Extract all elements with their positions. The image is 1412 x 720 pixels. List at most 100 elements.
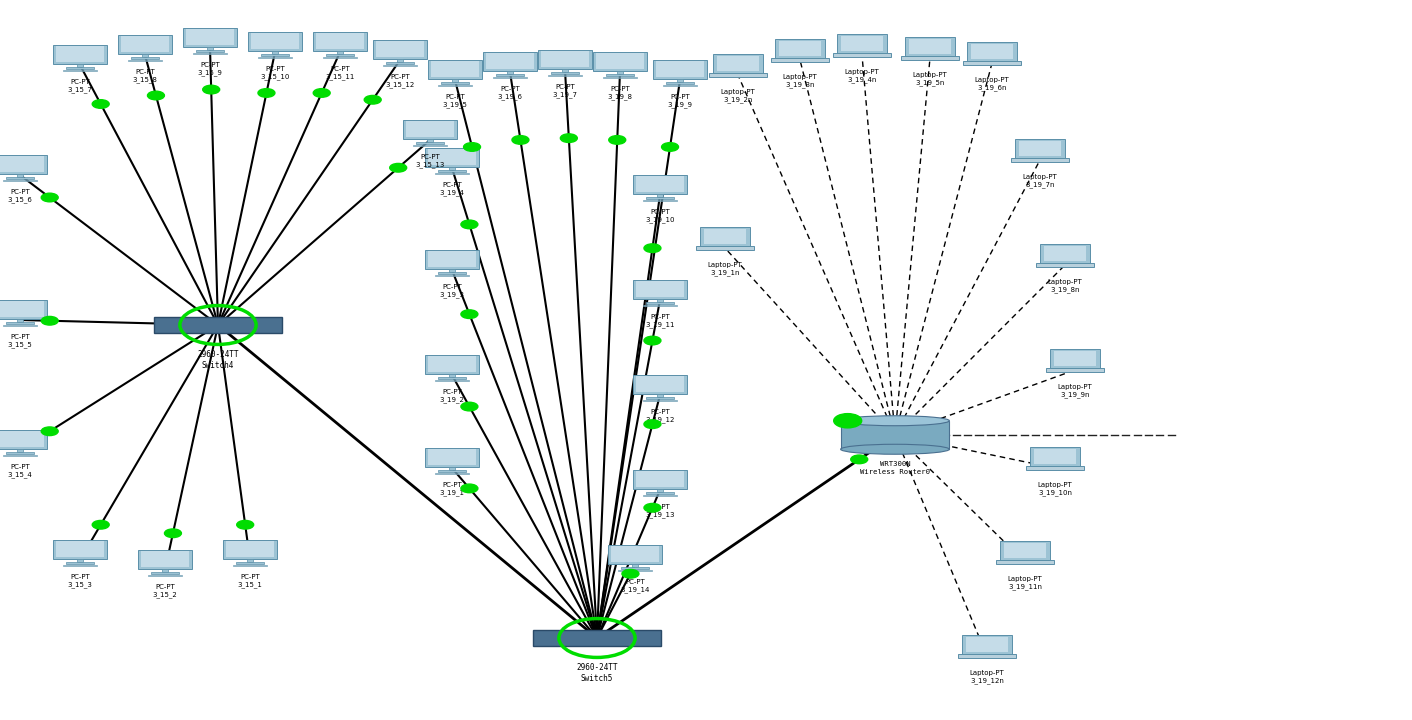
Bar — [657, 194, 664, 197]
Bar — [56, 46, 103, 63]
Bar — [538, 50, 592, 69]
Text: Laptop-PT
3_19_2n: Laptop-PT 3_19_2n — [720, 89, 755, 103]
Circle shape — [644, 336, 661, 345]
Bar — [438, 85, 472, 86]
Bar — [657, 489, 664, 492]
Bar — [119, 35, 172, 54]
Bar — [1015, 139, 1065, 158]
Bar — [17, 319, 24, 322]
Text: Laptop-PT
3_19_11n: Laptop-PT 3_19_11n — [1008, 577, 1042, 590]
Bar — [0, 431, 44, 447]
Ellipse shape — [840, 415, 949, 426]
Text: WRT300N
Wireless Router0: WRT300N Wireless Router0 — [860, 462, 931, 475]
Bar — [971, 43, 1012, 59]
Bar — [313, 32, 367, 51]
Bar — [493, 76, 527, 78]
Text: PC-PT
3_15_11: PC-PT 3_15_11 — [325, 66, 354, 80]
Bar — [771, 58, 829, 63]
Bar — [642, 199, 678, 201]
Bar — [128, 60, 162, 61]
Bar — [1051, 348, 1100, 368]
Bar — [236, 562, 264, 564]
Bar — [1019, 140, 1060, 156]
Bar — [196, 50, 225, 53]
Text: PC-PT
3_19_11: PC-PT 3_19_11 — [645, 315, 675, 328]
Circle shape — [41, 427, 58, 436]
Bar — [148, 575, 182, 576]
Bar — [837, 34, 887, 53]
Text: PC-PT
3_19_8: PC-PT 3_19_8 — [607, 86, 633, 100]
Circle shape — [460, 402, 477, 411]
Bar — [249, 32, 302, 51]
Bar — [131, 57, 160, 59]
Bar — [226, 541, 274, 557]
Text: PC-PT
3_15_7: PC-PT 3_15_7 — [68, 79, 92, 93]
Bar — [611, 546, 658, 562]
Bar — [449, 167, 456, 170]
Bar — [657, 61, 703, 78]
Circle shape — [460, 310, 477, 318]
Bar — [637, 376, 683, 392]
Text: PC-PT
3_15_3: PC-PT 3_15_3 — [68, 575, 92, 588]
Bar — [645, 197, 675, 199]
Bar — [407, 121, 453, 138]
Circle shape — [621, 570, 638, 578]
Bar — [1004, 543, 1046, 558]
Bar — [233, 564, 267, 566]
Bar — [66, 562, 95, 564]
Bar — [634, 374, 686, 394]
Text: PC-PT
3_19_9: PC-PT 3_19_9 — [668, 94, 692, 108]
Bar — [617, 71, 624, 74]
Bar — [642, 400, 678, 401]
Circle shape — [364, 96, 381, 104]
Circle shape — [644, 420, 661, 428]
Bar — [56, 541, 103, 557]
Text: PC-PT
3_19_13: PC-PT 3_19_13 — [645, 505, 675, 518]
Bar — [435, 274, 469, 276]
Bar — [905, 37, 955, 56]
Bar — [141, 54, 148, 57]
Bar — [415, 142, 445, 144]
Text: Laptop-PT
3_19_10n: Laptop-PT 3_19_10n — [1038, 482, 1072, 496]
Bar — [54, 45, 107, 64]
Bar — [967, 42, 1017, 61]
Bar — [700, 227, 750, 246]
Bar — [507, 71, 514, 74]
Bar — [645, 492, 675, 494]
Bar — [66, 67, 95, 69]
Bar — [428, 251, 476, 267]
Bar — [775, 39, 825, 58]
Text: PC-PT
3_15_6: PC-PT 3_15_6 — [7, 189, 32, 203]
Bar — [966, 636, 1008, 652]
Bar — [593, 52, 647, 71]
Bar — [551, 72, 579, 74]
Circle shape — [513, 135, 530, 144]
Text: Laptop-PT
3_19_6n: Laptop-PT 3_19_6n — [974, 77, 1010, 91]
Text: PC-PT
3_15_12: PC-PT 3_15_12 — [385, 74, 415, 88]
Text: PC-PT
3_19_6: PC-PT 3_19_6 — [497, 86, 522, 100]
Bar — [637, 471, 683, 487]
Bar — [441, 82, 469, 84]
Bar — [562, 69, 569, 72]
Bar — [425, 250, 479, 269]
Bar — [779, 40, 820, 56]
Bar — [1031, 446, 1080, 466]
Circle shape — [609, 135, 626, 144]
Bar — [435, 472, 469, 474]
Text: Laptop-PT
3_19_1n: Laptop-PT 3_19_1n — [707, 262, 743, 276]
Bar — [449, 374, 456, 377]
Bar — [6, 177, 34, 179]
Text: PC-PT
3_15_5: PC-PT 3_15_5 — [7, 334, 32, 348]
Bar — [271, 51, 278, 54]
Bar — [412, 145, 448, 146]
Bar — [428, 449, 476, 465]
Bar — [121, 36, 168, 53]
Circle shape — [851, 455, 868, 464]
Bar — [17, 174, 24, 177]
Bar — [496, 74, 524, 76]
Bar — [833, 53, 891, 58]
Bar — [634, 469, 686, 489]
Bar — [383, 65, 417, 66]
Text: Laptop-PT
3_19_12n: Laptop-PT 3_19_12n — [970, 670, 1004, 684]
Bar — [901, 56, 959, 60]
